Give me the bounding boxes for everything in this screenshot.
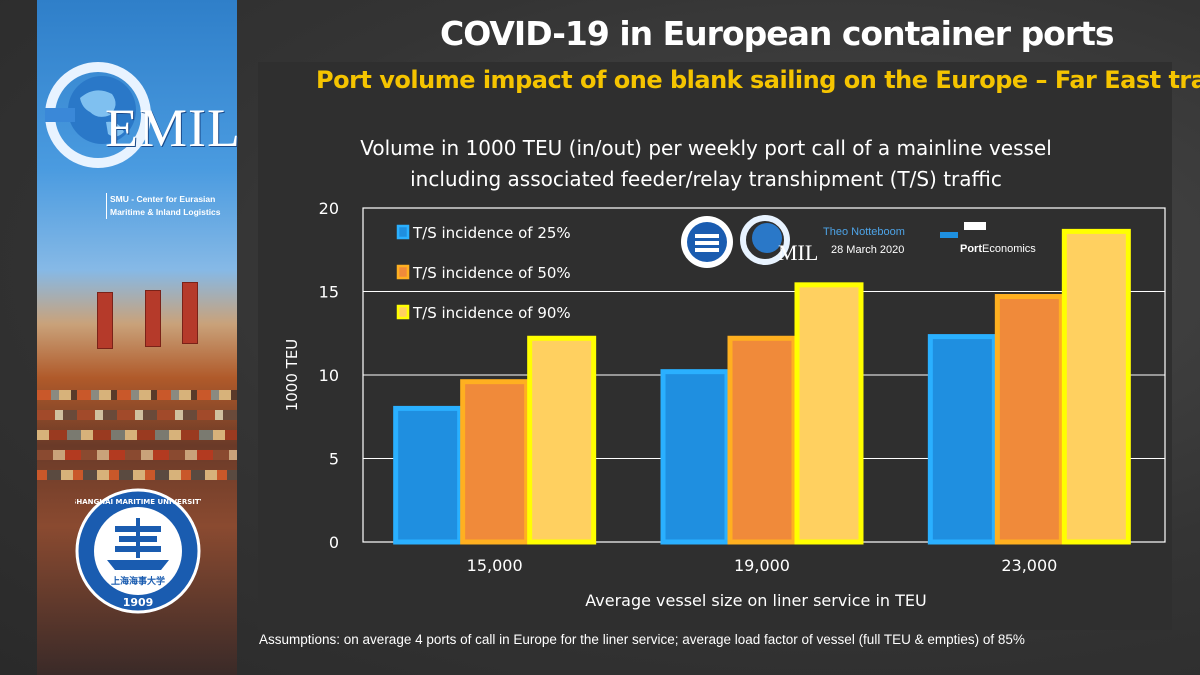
- slide-title: COVID-19 in European container ports: [440, 14, 1115, 53]
- cemil-subtitle-line2: Maritime & Inland Logistics: [110, 207, 221, 217]
- chart-panel: Volume in 1000 TEU (in/out) per weekly p…: [258, 62, 1172, 630]
- x-tick-label: 23,000: [1001, 556, 1057, 575]
- bar-chart: Volume in 1000 TEU (in/out) per weekly p…: [283, 136, 1166, 610]
- seal-year: 1909: [123, 596, 154, 609]
- bar: [660, 369, 730, 545]
- container-stack: [37, 390, 237, 400]
- legend-label: T/S incidence of 90%: [412, 304, 571, 322]
- crane-graphic: [182, 282, 198, 344]
- y-tick-label: 5: [329, 450, 339, 469]
- legend-swatch: [396, 304, 410, 320]
- porteconomics-logo: [940, 222, 986, 238]
- y-tick-label: 0: [329, 533, 339, 552]
- brand-bold: Port: [960, 243, 982, 255]
- legend-swatch: [396, 264, 410, 280]
- bar: [794, 282, 864, 545]
- container-stack: [37, 450, 237, 460]
- bar: [393, 405, 463, 545]
- author-name: Theo Notteboom: [823, 226, 905, 238]
- bar: [727, 335, 797, 545]
- svg-text:MIL: MIL: [778, 240, 818, 265]
- crane-graphic: [97, 292, 113, 349]
- crane-graphic: [145, 290, 161, 347]
- legend-swatch: [396, 224, 410, 240]
- y-tick-label: 20: [319, 199, 339, 218]
- bar: [1061, 228, 1131, 545]
- bar: [460, 379, 530, 545]
- legend-label: T/S incidence of 25%: [412, 224, 571, 242]
- x-axis-label: Average vessel size on liner service in …: [585, 591, 926, 610]
- smu-seal-logo: 上海海事大学 1909 SHANGHAI MARITIME UNIVERSITY: [75, 488, 201, 614]
- seal-name: SHANGHAI MARITIME UNIVERSITY: [75, 498, 201, 506]
- y-tick-label: 10: [319, 366, 339, 385]
- legend-label: T/S incidence of 50%: [412, 264, 571, 282]
- bar: [527, 335, 597, 545]
- porteconomics-text: PortEconomics: [960, 243, 1036, 255]
- y-tick-label: 15: [319, 283, 339, 302]
- chart-title: Volume in 1000 TEU (in/out) per weekly p…: [360, 136, 1052, 160]
- author-date: 28 March 2020: [831, 244, 905, 256]
- slide-subtitle: Port volume impact of one blank sailing …: [316, 66, 1200, 94]
- cemil-subtitle-line1: SMU - Center for Eurasian: [110, 194, 216, 204]
- bar: [994, 294, 1064, 545]
- seal-chinese: 上海海事大学: [111, 575, 165, 587]
- watermark-logos: MIL: [681, 215, 818, 268]
- y-axis-label: 1000 TEU: [283, 339, 301, 412]
- assumptions-note: Assumptions: on average 4 ports of call …: [259, 632, 1025, 647]
- container-stack: [37, 470, 237, 480]
- cemil-logo-text: EMIL: [105, 98, 241, 158]
- cemil-logo-subtitle: SMU - Center for Eurasian Maritime & Inl…: [106, 193, 238, 219]
- x-tick-label: 15,000: [467, 556, 523, 575]
- brand-rest: Economics: [982, 243, 1036, 255]
- bar: [927, 334, 997, 545]
- container-stack: [37, 410, 237, 420]
- cemil-globe-logo: [45, 62, 151, 168]
- x-tick-label: 19,000: [734, 556, 790, 575]
- container-stack: [37, 430, 237, 440]
- chart-title-line2: including associated feeder/relay transh…: [410, 167, 1002, 191]
